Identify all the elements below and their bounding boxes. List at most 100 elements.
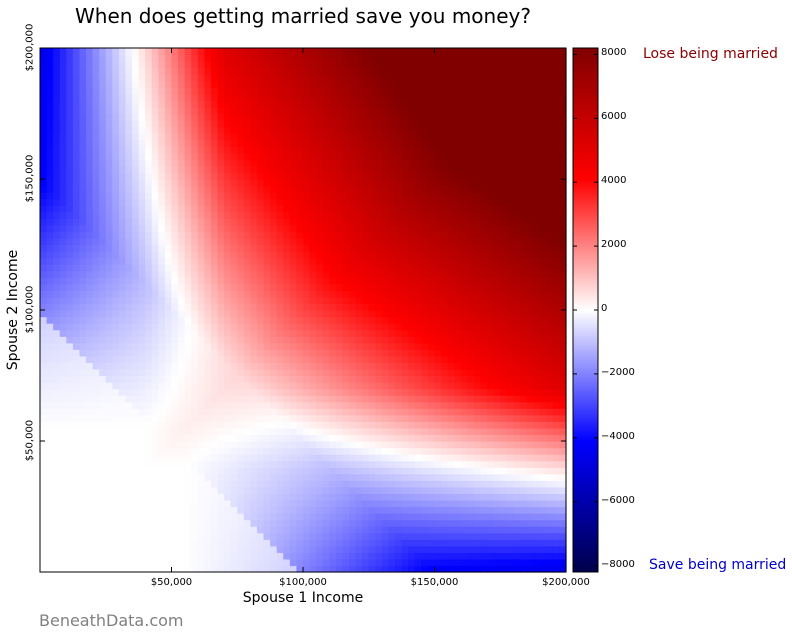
heatmap-cell [72,218,81,226]
heatmap-cell [204,159,212,167]
heatmap-cell [309,532,317,540]
heatmap-cell [276,224,284,232]
heatmap-cell [342,323,350,331]
heatmap-cell [145,54,153,62]
heatmap-cell [138,434,146,442]
heatmap-cell [408,447,416,455]
heatmap-cell [256,460,265,468]
heatmap-cell [263,401,271,409]
heatmap-cell [388,526,396,534]
heatmap-cell [401,74,409,82]
heatmap-cell [427,198,436,206]
heatmap-cell [72,375,81,383]
heatmap-cell [309,106,317,115]
heatmap-cell [388,336,396,344]
heatmap-cell [178,67,186,75]
heatmap-cell [303,552,311,560]
heatmap-cell [362,388,370,396]
heatmap-cell [224,159,232,167]
heatmap-cell [250,139,258,147]
heatmap-cell [427,264,436,272]
heatmap-cell [237,67,245,75]
heatmap-cell [145,565,153,573]
heatmap-cell [441,401,449,409]
heatmap-cell [112,473,120,481]
heatmap-cell [447,342,455,350]
heatmap-cell [322,454,330,462]
heatmap-cell [99,414,107,422]
heatmap-cell [283,336,291,344]
heatmap-cell [256,224,265,232]
heatmap-cell [349,237,357,246]
heatmap-cell [46,526,54,534]
heatmap-cell [434,139,442,147]
heatmap-cell [276,506,284,514]
heatmap-cell [151,558,159,567]
heatmap-cell [427,552,436,560]
heatmap-cell [184,467,192,475]
heatmap-cell [210,251,219,259]
heatmap-cell [53,310,61,318]
heatmap-cell [210,539,219,547]
heatmap-cell [191,251,199,259]
heatmap-cell [329,408,337,416]
heatmap-cell [349,172,357,180]
heatmap-cell [309,447,317,455]
heatmap-cell [237,565,245,573]
heatmap-cell [309,316,317,324]
heatmap-cell [421,362,429,370]
heatmap-cell [72,552,81,560]
heatmap-cell [158,257,166,265]
heatmap-cell [349,421,357,429]
heatmap-cell [158,382,166,390]
heatmap-cell [349,133,357,141]
heatmap-cell [421,565,429,573]
heatmap-cell [408,323,416,331]
heatmap-cell [296,382,304,390]
heatmap-cell [237,382,245,390]
heatmap-cell [224,264,232,272]
heatmap-cell [178,264,186,272]
heatmap-cell [342,48,350,56]
heatmap-cell [112,355,120,363]
heatmap-cell [362,67,370,75]
heatmap-cell [283,375,291,383]
heatmap-cell [72,159,81,167]
heatmap-cell [171,179,179,187]
heatmap-cell [401,126,409,134]
heatmap-cell [289,499,298,508]
heatmap-cell [145,48,153,56]
heatmap-cell [401,251,409,259]
heatmap-cell [178,545,186,553]
heatmap-cell [270,316,278,324]
heatmap-cell [125,48,133,56]
heatmap-cell [132,139,140,147]
heatmap-cell [237,427,245,436]
heatmap-cell [151,179,159,187]
heatmap-cell [263,80,271,88]
heatmap-cell [322,179,330,187]
heatmap-cell [427,218,436,226]
heatmap-cell [322,323,330,331]
heatmap-cell [237,113,245,121]
heatmap-cell [59,152,67,160]
heatmap-cell [414,224,422,232]
heatmap-cell [256,499,265,508]
heatmap-cell [349,401,357,409]
heatmap-cell [250,467,258,475]
heatmap-cell [309,211,317,219]
heatmap-cell [59,427,67,436]
heatmap-cell [434,113,442,121]
heatmap-cell [427,493,436,501]
heatmap-cell [250,61,258,69]
heatmap-cell [178,480,186,488]
heatmap-cell [276,539,284,547]
heatmap-cell [270,545,278,553]
heatmap-cell [421,421,429,429]
heatmap-cell [342,329,350,337]
heatmap-cell [40,257,48,265]
heatmap-cell [112,447,120,455]
heatmap-cell [86,558,94,567]
heatmap-cell [375,545,383,553]
heatmap-cell [138,139,146,147]
